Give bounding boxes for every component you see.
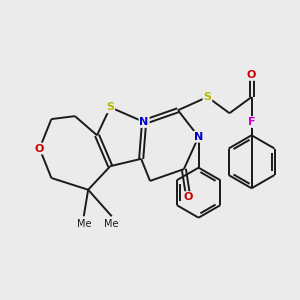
Text: S: S [106, 102, 114, 112]
Text: Me: Me [104, 219, 119, 229]
Text: O: O [184, 192, 193, 202]
Text: F: F [248, 117, 255, 127]
Text: S: S [203, 92, 211, 102]
Text: N: N [140, 117, 149, 127]
Text: O: O [35, 143, 44, 154]
Text: O: O [247, 70, 256, 80]
Text: Me: Me [76, 219, 91, 229]
Text: N: N [194, 132, 203, 142]
